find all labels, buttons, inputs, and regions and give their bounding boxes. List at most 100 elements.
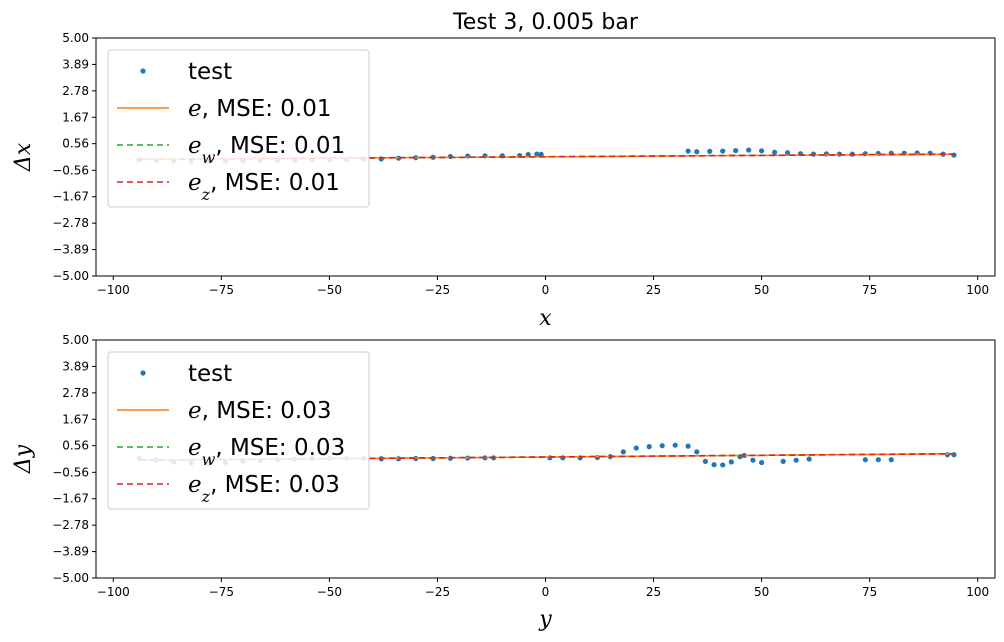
data-point <box>733 147 739 154</box>
y-tick-label: −1.67 <box>52 190 89 204</box>
data-point <box>694 149 700 155</box>
data-point <box>646 444 652 450</box>
y-tick-label: −0.56 <box>52 163 89 177</box>
y-axis-label: Δx <box>11 142 36 172</box>
data-point <box>560 455 566 461</box>
legend-item: ew, MSE: 0.01 <box>117 133 345 167</box>
y-tick-label: 5.00 <box>62 31 89 45</box>
y-tick-label: −1.67 <box>52 492 89 506</box>
x-tick-label: −25 <box>425 585 450 599</box>
x-tick-label: 50 <box>754 585 769 599</box>
data-point <box>525 152 531 158</box>
data-point <box>534 151 540 157</box>
data-point <box>720 462 726 468</box>
data-point <box>728 459 734 465</box>
x-tick-label: 100 <box>966 585 989 599</box>
data-point <box>759 459 765 466</box>
y-tick-label: −5.00 <box>52 269 89 283</box>
data-point <box>685 148 691 154</box>
y-tick-label: 1.67 <box>62 110 89 124</box>
x-tick-label: 25 <box>646 283 661 297</box>
legend-label: ez, MSE: 0.03 <box>188 472 340 506</box>
y-tick-label: −0.56 <box>52 465 89 479</box>
x-tick-label: −75 <box>209 283 234 297</box>
data-point <box>784 150 791 156</box>
data-point <box>944 452 951 458</box>
y-tick-label: −3.89 <box>52 243 89 257</box>
data-point <box>672 442 678 448</box>
y-tick-label: 3.89 <box>62 359 89 373</box>
data-point <box>659 443 665 449</box>
legend-item: test <box>140 361 232 387</box>
legend-label: ew, MSE: 0.01 <box>188 133 345 167</box>
data-point <box>720 148 726 154</box>
data-point <box>711 462 717 468</box>
y-tick-label: −3.89 <box>52 545 89 559</box>
data-point <box>746 147 752 153</box>
y-axis-label: Δy <box>11 444 36 474</box>
y-tick-label: −2.78 <box>52 216 89 230</box>
data-point <box>806 456 812 462</box>
x-tick-label: 50 <box>754 283 769 297</box>
legend-label: e, MSE: 0.03 <box>188 398 332 424</box>
x-tick-label: −25 <box>425 283 450 297</box>
data-point <box>538 151 544 157</box>
x-tick-label: 100 <box>966 283 989 297</box>
data-point <box>759 148 765 154</box>
x-tick-label: −100 <box>97 585 130 599</box>
data-point <box>594 454 600 461</box>
x-tick-label: −50 <box>317 283 342 297</box>
legend-label: ew, MSE: 0.03 <box>188 435 345 469</box>
legend-label: e, MSE: 0.01 <box>188 96 332 122</box>
x-axis-label: y <box>538 607 552 632</box>
y-tick-label: 0.56 <box>62 137 89 151</box>
x-axis-label: x <box>539 306 552 331</box>
x-tick-label: 25 <box>646 585 661 599</box>
y-tick-label: 0.56 <box>62 439 89 453</box>
y-tick-label: 5.00 <box>62 333 89 347</box>
chart-panel-dy: −100 −75 −50 −25 0 25 50 75 100 −5.00 −3.89 −2.78 −1… <box>11 333 996 632</box>
x-tick-label: 75 <box>862 585 877 599</box>
data-point <box>547 455 553 461</box>
legend-item: ez, MSE: 0.01 <box>117 170 340 204</box>
data-point <box>875 457 881 463</box>
legend-item: e, MSE: 0.01 <box>117 96 332 122</box>
y-tick-label: 3.89 <box>62 57 89 71</box>
data-point <box>951 152 957 158</box>
x-tick-label: −50 <box>317 585 342 599</box>
legend-label: test <box>188 59 232 85</box>
legend-marker <box>140 370 146 376</box>
data-point <box>780 458 786 464</box>
data-point <box>685 443 691 449</box>
data-point <box>620 449 626 455</box>
x-tick-label: 75 <box>862 283 877 297</box>
data-point <box>750 457 756 463</box>
y-tick-label: 1.67 <box>62 412 89 426</box>
y-tick-label: 2.78 <box>62 84 89 98</box>
data-point <box>633 445 639 451</box>
data-point <box>447 153 454 160</box>
data-point <box>951 452 957 458</box>
data-point <box>793 457 799 463</box>
legend-label: ez, MSE: 0.01 <box>188 170 340 204</box>
data-point <box>707 148 713 154</box>
legend-item: test <box>140 59 232 85</box>
data-point <box>888 457 894 463</box>
data-point <box>862 457 868 463</box>
y-tick-label: −5.00 <box>52 571 89 585</box>
data-point <box>694 449 700 455</box>
chart-title: Test 3, 0.005 bar <box>452 10 639 35</box>
legend-item: ez, MSE: 0.03 <box>117 472 340 506</box>
x-tick-label: −100 <box>97 283 130 297</box>
chart-panel-dx: Test 3, 0.005 bar −100 −75 −50 −25 0 25 50 75 100… <box>11 10 996 331</box>
legend-label: test <box>188 361 232 387</box>
x-tick-label: −75 <box>209 585 234 599</box>
legend-box <box>107 351 370 510</box>
y-tick-label: 2.78 <box>62 386 89 400</box>
legend-item: e, MSE: 0.03 <box>117 398 332 424</box>
data-point <box>771 149 778 155</box>
y-tick-label: −2.78 <box>52 518 89 532</box>
